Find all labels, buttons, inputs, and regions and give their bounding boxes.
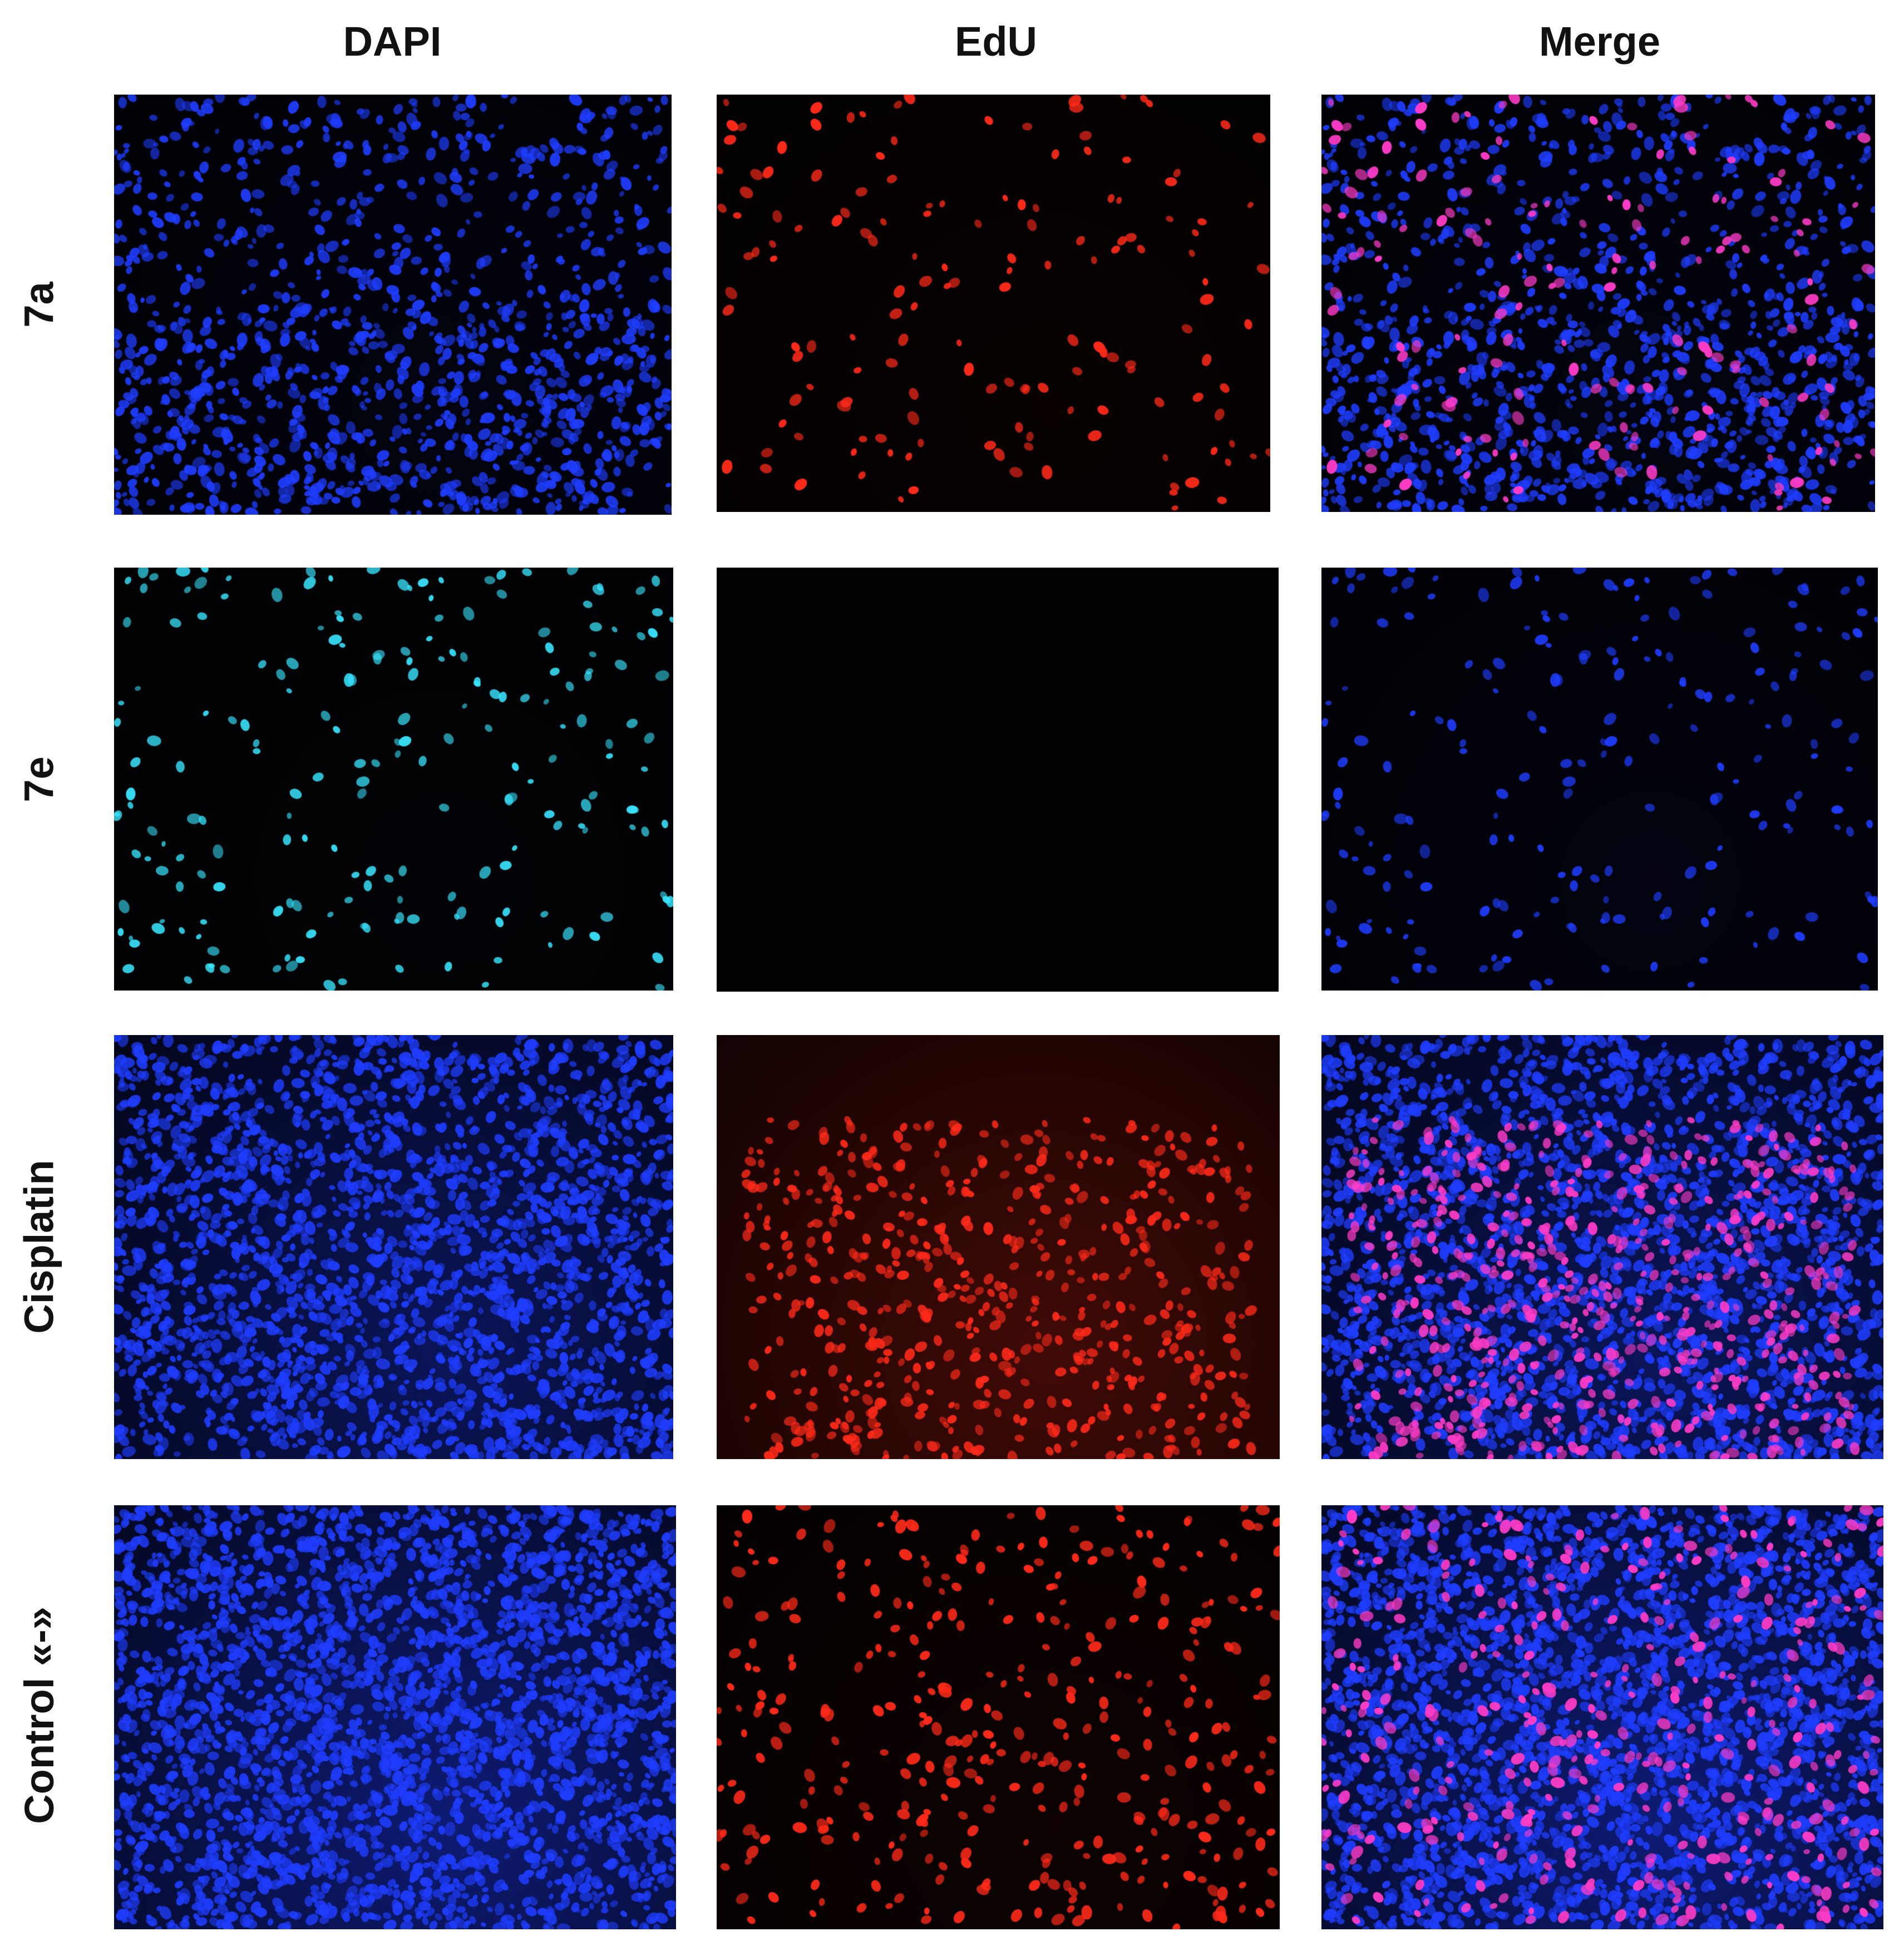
panel-edu-cisplatin bbox=[717, 1035, 1280, 1459]
micrograph-canvas bbox=[717, 1505, 1280, 1929]
panel-dapi-7e bbox=[114, 568, 673, 991]
panel-merge-cisplatin bbox=[1321, 1035, 1883, 1459]
micrograph-canvas bbox=[114, 568, 673, 991]
micrograph-canvas bbox=[717, 568, 1279, 992]
micrograph-canvas bbox=[114, 95, 672, 515]
row-label-cisplatin: Cisplatin bbox=[11, 1035, 67, 1458]
panel-merge-7e bbox=[1321, 568, 1878, 991]
micrograph-canvas bbox=[1321, 568, 1878, 991]
column-header-merge: Merge bbox=[1539, 18, 1660, 65]
column-header-dapi: DAPI bbox=[343, 18, 442, 65]
row-label-cisplatin-text: Cisplatin bbox=[16, 1159, 62, 1334]
panel-dapi-7a bbox=[114, 95, 672, 515]
micrograph-canvas bbox=[1321, 95, 1875, 512]
row-label-7e-text: 7e bbox=[16, 756, 62, 802]
panel-dapi-cisplatin bbox=[114, 1035, 673, 1459]
micrograph-canvas bbox=[114, 1035, 673, 1459]
micrograph-canvas bbox=[717, 1035, 1280, 1459]
panel-merge-7a bbox=[1321, 95, 1875, 512]
panel-edu-7a bbox=[717, 95, 1270, 512]
panel-merge-control bbox=[1321, 1505, 1883, 1929]
row-label-7e: 7e bbox=[11, 568, 67, 991]
micrograph-canvas bbox=[114, 1505, 676, 1929]
row-label-7a: 7a bbox=[11, 95, 67, 515]
micrograph-canvas bbox=[1321, 1505, 1883, 1929]
micrograph-canvas bbox=[717, 95, 1270, 512]
row-label-7a-text: 7a bbox=[16, 282, 62, 328]
panel-dapi-control bbox=[114, 1505, 676, 1929]
row-label-control: Control «-» bbox=[11, 1502, 67, 1928]
column-header-edu: EdU bbox=[955, 18, 1037, 65]
panel-edu-7e bbox=[717, 568, 1279, 992]
row-label-control-text: Control «-» bbox=[16, 1607, 62, 1824]
micrograph-canvas bbox=[1321, 1035, 1883, 1459]
panel-edu-control bbox=[717, 1505, 1280, 1929]
